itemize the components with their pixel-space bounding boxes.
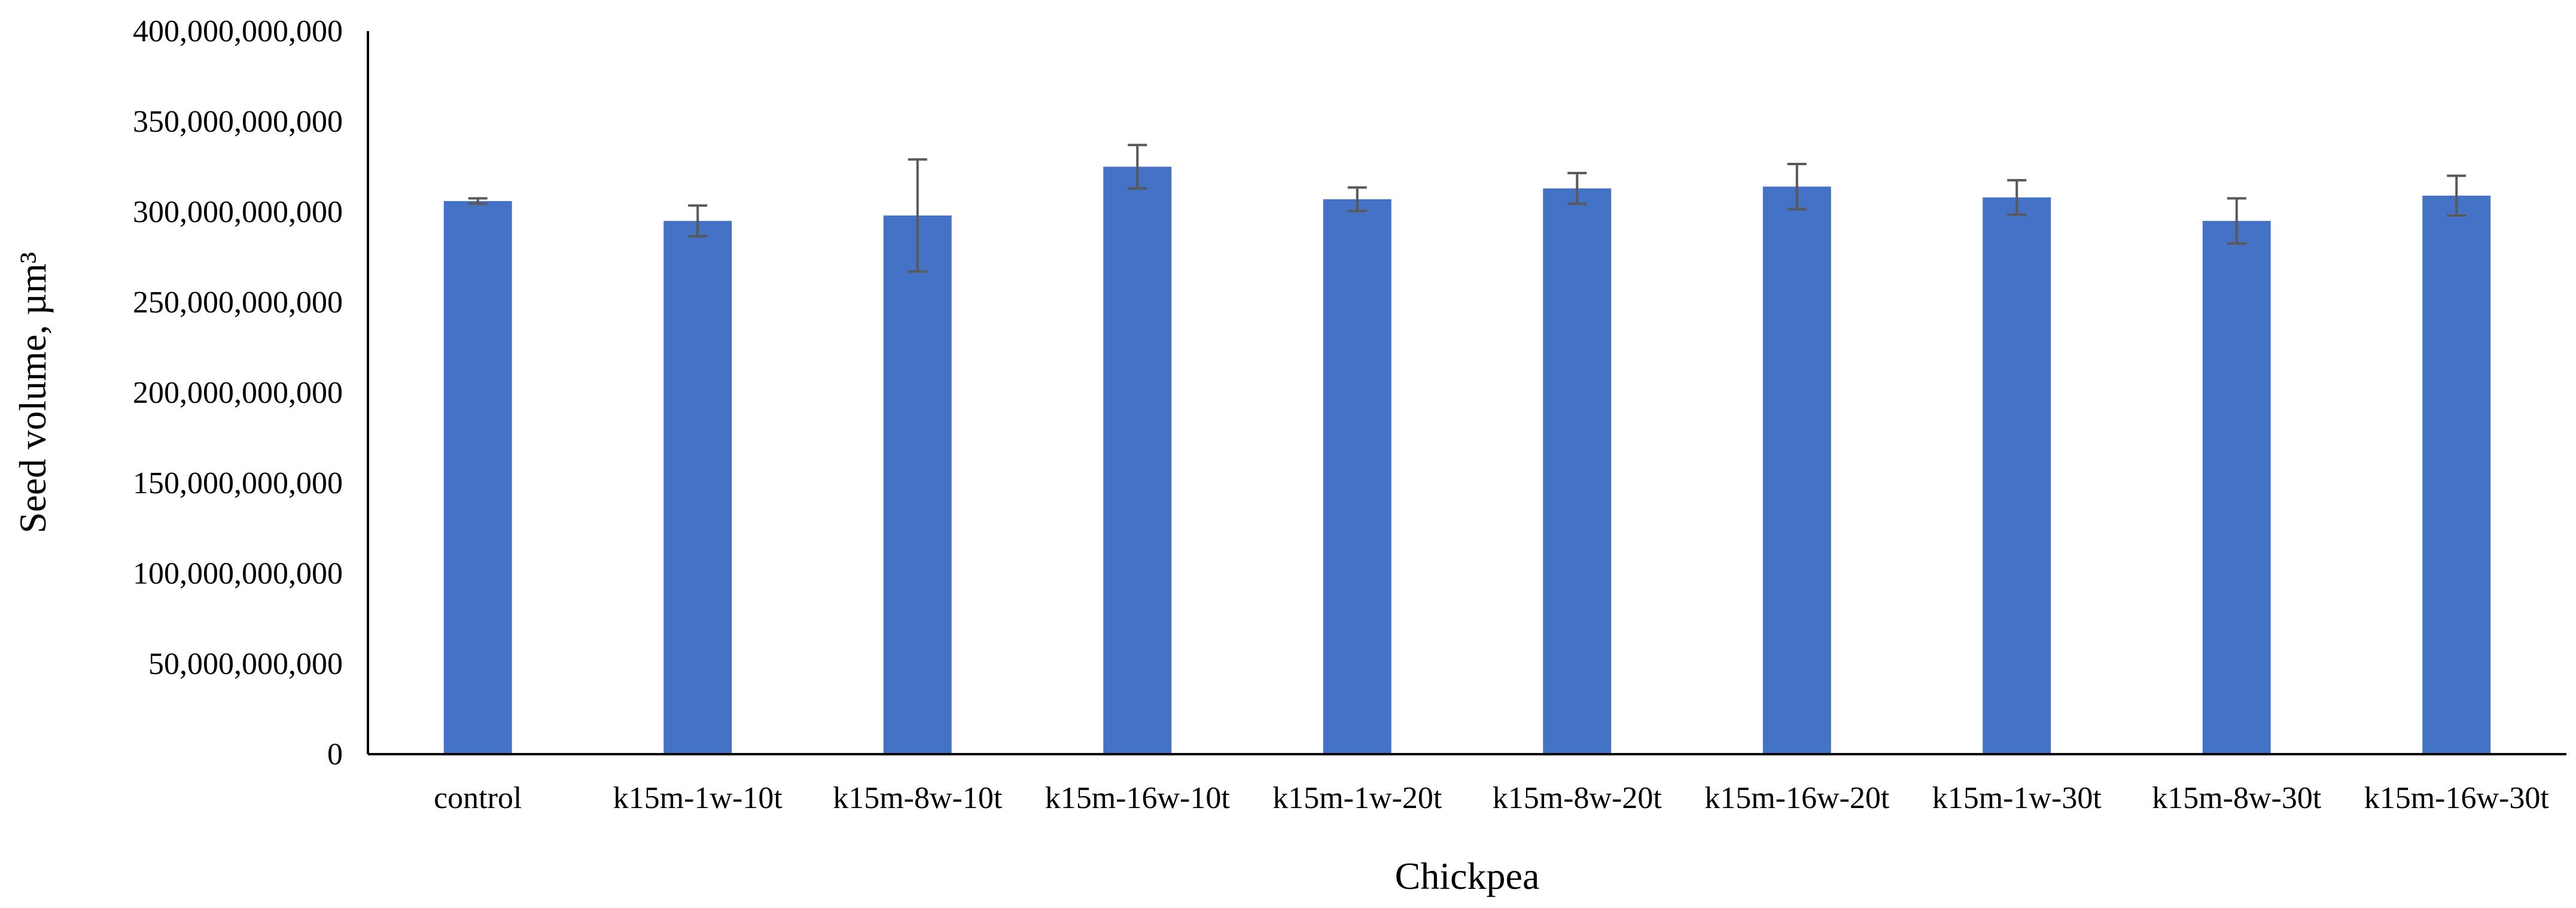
y-tick-label: 250,000,000,000: [133, 286, 343, 320]
bars: [443, 166, 2491, 755]
bar: [1762, 186, 1831, 755]
y-tick-label: 400,000,000,000: [133, 14, 343, 48]
error-bar: [1128, 144, 1147, 190]
x-tick-label: k15m-8w-20t: [1493, 781, 1662, 815]
y-axis-title: Seed volume, µm³: [11, 252, 54, 533]
error-bar: [468, 197, 488, 205]
x-axis-title: Chickpea: [1395, 855, 1540, 897]
y-axis-tick-labels: 0 50,000,000,000 100,000,000,000 150,000,00…: [133, 14, 343, 772]
y-tick-label: 200,000,000,000: [133, 376, 343, 410]
error-bar: [1787, 162, 1807, 211]
x-tick-label: control: [434, 781, 522, 815]
x-tick-label: k15m-16w-30t: [2364, 781, 2550, 815]
bar: [443, 201, 512, 754]
bar: [1543, 188, 1612, 754]
error-bar: [2007, 179, 2027, 216]
y-tick-label: 300,000,000,000: [133, 195, 343, 229]
x-tick-label: k15m-8w-30t: [2152, 781, 2322, 815]
error-bar: [2227, 197, 2246, 245]
error-bars: [468, 144, 2467, 273]
y-tick-label: 0: [327, 737, 343, 772]
y-tick-label: 100,000,000,000: [133, 557, 343, 591]
y-tick-label: 150,000,000,000: [133, 466, 343, 500]
x-tick-label: k15m-1w-10t: [613, 781, 783, 815]
error-bar: [908, 158, 927, 273]
bar: [2422, 195, 2491, 754]
error-bar: [2447, 174, 2467, 217]
x-tick-label: k15m-16w-10t: [1045, 781, 1231, 815]
error-bar: [688, 204, 708, 238]
bar: [1103, 166, 1172, 754]
bar: [2202, 221, 2271, 755]
x-axis-tick-labels: control k15m-1w-10t k15m-8w-10t k15m-16w-10…: [434, 781, 2549, 815]
error-bar: [1347, 186, 1367, 212]
x-tick-label: k15m-1w-20t: [1272, 781, 1442, 815]
error-bar: [1567, 172, 1587, 205]
y-tick-label: 350,000,000,000: [133, 105, 343, 139]
bar: [663, 221, 732, 755]
x-tick-label: k15m-16w-20t: [1704, 781, 1890, 815]
bar: [1983, 197, 2051, 755]
x-tick-label: k15m-1w-30t: [1932, 781, 2102, 815]
bar: [1323, 199, 1391, 754]
bar: [883, 215, 952, 754]
x-tick-label: k15m-8w-10t: [833, 781, 1003, 815]
y-tick-label: 50,000,000,000: [148, 647, 343, 681]
